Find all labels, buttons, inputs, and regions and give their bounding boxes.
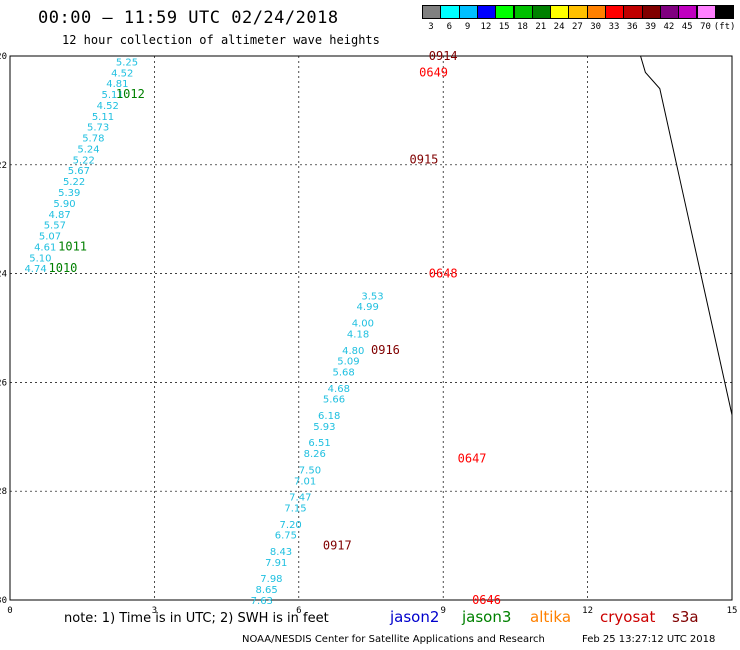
swh-value: 4.00 (352, 319, 374, 330)
swh-value: 5.24 (77, 144, 99, 155)
legend-s3a: s3a (672, 608, 699, 626)
x-tick-label: 12 (582, 606, 593, 616)
swh-value: 7.01 (294, 476, 316, 487)
pass-label: 1011 (58, 239, 87, 253)
generated-timestamp: Feb 25 13:27:12 UTC 2018 (582, 634, 716, 645)
swh-value: 5.93 (313, 422, 335, 433)
swh-value: 5.09 (337, 357, 359, 368)
legend-label: 39 (645, 22, 657, 32)
swh-value: 5.11 (101, 90, 123, 101)
legend-label: 24 (553, 22, 565, 32)
swh-value: 5.73 (87, 123, 109, 134)
swh-value: 8.65 (255, 585, 277, 596)
swh-value: 7.50 (299, 465, 321, 476)
map-frame (9, 55, 733, 601)
swh-value: 5.22 (73, 155, 95, 166)
pass-label: 1012 (116, 87, 145, 101)
swh-value: 4.87 (49, 210, 71, 221)
swh-value: 5.67 (68, 166, 90, 177)
pass-label: 0914 (429, 49, 458, 63)
swh-value: 5.11 (92, 112, 114, 123)
legend-label: 9 (464, 22, 471, 32)
swh-value: 5.25 (116, 57, 138, 68)
swh-value: 6.18 (318, 411, 340, 422)
y-tick-label: -28 (0, 487, 7, 497)
swh-value: 7.91 (265, 558, 287, 569)
legend-label: 36 (626, 22, 638, 32)
legend-label: (ft) (713, 22, 736, 32)
swh-value: 4.81 (106, 79, 128, 90)
pass-label: 0646 (472, 593, 501, 607)
legend-label: 45 (681, 22, 693, 32)
color-legend: 3 6 9 12 15 18 21 24 27 30 33 36 39 42 45 70 (ft) (422, 5, 736, 32)
y-tick-label: -20 (0, 52, 7, 62)
y-tick-label: -22 (0, 161, 7, 171)
legend-label: 42 (663, 22, 675, 32)
map-subtitle: 12 hour collection of altimeter wave hei… (62, 33, 380, 47)
swh-value: 4.52 (97, 101, 119, 112)
swh-value: 7.47 (289, 493, 311, 504)
swh-value: 7.98 (260, 574, 282, 585)
pass-label: 1010 (49, 261, 78, 275)
swh-value: 4.18 (347, 329, 369, 340)
pass-label: 0917 (323, 539, 352, 553)
x-tick-label: 9 (440, 606, 445, 616)
swh-value: 4.52 (111, 68, 133, 79)
swh-value: 5.10 (29, 253, 51, 264)
pass-label: 0915 (410, 152, 439, 166)
swh-value: 4.99 (357, 302, 379, 313)
swh-value: 5.78 (82, 134, 104, 145)
x-tick-label: 15 (727, 606, 738, 616)
swh-value: 6.51 (308, 438, 330, 449)
swh-value: 7.63 (251, 596, 273, 607)
swh-value: 3.53 (361, 291, 383, 302)
map-title: 00:00 — 11:59 UTC 02/24/2018 (38, 8, 339, 28)
pass-label: 0648 (429, 267, 458, 281)
legend-label: 33 (608, 22, 620, 32)
swh-value: 4.68 (328, 384, 350, 395)
footer-note: note: 1) Time is in UTC; 2) SWH is in fe… (64, 611, 329, 626)
swh-value: 5.39 (58, 188, 80, 199)
swh-value: 5.68 (332, 368, 354, 379)
pass-label: 0916 (371, 343, 400, 357)
swh-value: 7.20 (280, 520, 302, 531)
swh-value: 6.75 (275, 531, 297, 542)
legend-altika: altika (530, 608, 572, 626)
legend-label: 15 (498, 22, 510, 32)
legend-label: 27 (571, 22, 583, 32)
swh-value: 5.90 (53, 199, 75, 210)
swh-value: 5.66 (323, 395, 345, 406)
swh-value: 5.22 (63, 177, 85, 188)
legend-label: 12 (480, 22, 492, 32)
legend-label: 30 (590, 22, 602, 32)
legend-label: 21 (535, 22, 547, 32)
legend-label: 70 (700, 22, 711, 32)
legend-label: 3 (428, 22, 434, 32)
swh-value: 5.07 (39, 232, 61, 243)
legend-cryosat: cryosat (600, 608, 656, 626)
pass-label: 0647 (458, 452, 487, 466)
swh-value: 4.74 (24, 264, 46, 275)
swh-value: 7.15 (284, 504, 306, 515)
coastline (640, 55, 733, 416)
credit-line: NOAA/NESDIS Center for Satellite Applica… (242, 634, 545, 645)
legend-label: 6 (446, 22, 452, 32)
swh-value: 8.43 (270, 547, 292, 558)
swh-value: 4.61 (34, 242, 56, 253)
pass-label: 0649 (419, 65, 448, 79)
x-tick-label: 6 (296, 606, 301, 616)
x-tick-label: 0 (7, 606, 12, 616)
swh-value: 8.26 (304, 449, 326, 460)
swh-value: 4.80 (342, 346, 364, 357)
y-tick-label: -30 (0, 596, 7, 606)
legend-label: 18 (517, 22, 528, 32)
legend-jason2: jason2 (390, 608, 440, 626)
x-tick-label: 3 (152, 606, 157, 616)
y-tick-label: -26 (0, 378, 7, 388)
legend-jason3: jason3 (462, 608, 512, 626)
y-tick-label: -24 (0, 270, 7, 280)
swh-value: 5.57 (44, 221, 66, 232)
legend-swatch (714, 5, 735, 19)
